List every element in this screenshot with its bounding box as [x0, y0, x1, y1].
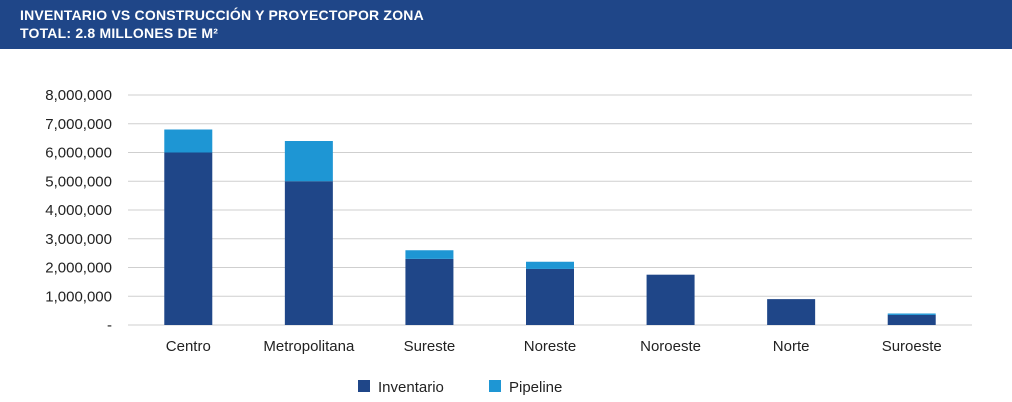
bar-pipeline-suroeste	[887, 313, 936, 315]
chart-subtitle: TOTAL: 2.8 MILLONES DE M²	[20, 25, 219, 41]
bar-inventario-metropolitana	[284, 181, 333, 325]
x-tick-label: Noreste	[524, 338, 577, 355]
bar-inventario-centro	[164, 152, 213, 325]
y-tick-label: 6,000,000	[45, 145, 112, 162]
chart-title: INVENTARIO VS CONSTRUCCIÓN Y PROYECTOPOR…	[20, 7, 424, 23]
bar-pipeline-centro	[164, 129, 213, 153]
y-tick-label: 5,000,000	[45, 173, 112, 190]
bar-inventario-noreste	[526, 268, 574, 325]
y-tick-label: 1,000,000	[45, 288, 112, 305]
x-tick-label: Sureste	[404, 338, 456, 355]
bar-inventario-norte	[767, 299, 816, 325]
bar-pipeline-metropolitana	[284, 141, 333, 182]
y-tick-label: -	[107, 317, 112, 334]
x-tick-label: Metropolitana	[263, 338, 355, 355]
legend-label-inventario: Inventario	[378, 379, 444, 396]
y-tick-label: 8,000,000	[45, 87, 112, 104]
bar-pipeline-sureste	[405, 250, 454, 259]
y-tick-label: 3,000,000	[45, 231, 112, 248]
bar-inventario-sureste	[405, 258, 454, 325]
y-tick-label: 4,000,000	[45, 202, 112, 219]
x-tick-label: Noroeste	[640, 338, 701, 355]
bar-inventario-suroeste	[887, 314, 936, 325]
y-tick-label: 2,000,000	[45, 260, 112, 277]
x-tick-label: Centro	[166, 338, 211, 355]
x-tick-label: Suroeste	[882, 338, 942, 355]
x-tick-label: Norte	[773, 338, 810, 355]
chart-header: INVENTARIO VS CONSTRUCCIÓN Y PROYECTOPOR…	[0, 0, 1012, 49]
legend-swatch-pipeline	[489, 380, 501, 392]
legend-swatch-inventario	[358, 380, 370, 392]
legend-label-pipeline: Pipeline	[509, 379, 562, 396]
bar-inventario-noroeste	[646, 274, 695, 325]
bar-pipeline-noreste	[526, 261, 574, 269]
y-tick-label: 7,000,000	[45, 116, 112, 133]
